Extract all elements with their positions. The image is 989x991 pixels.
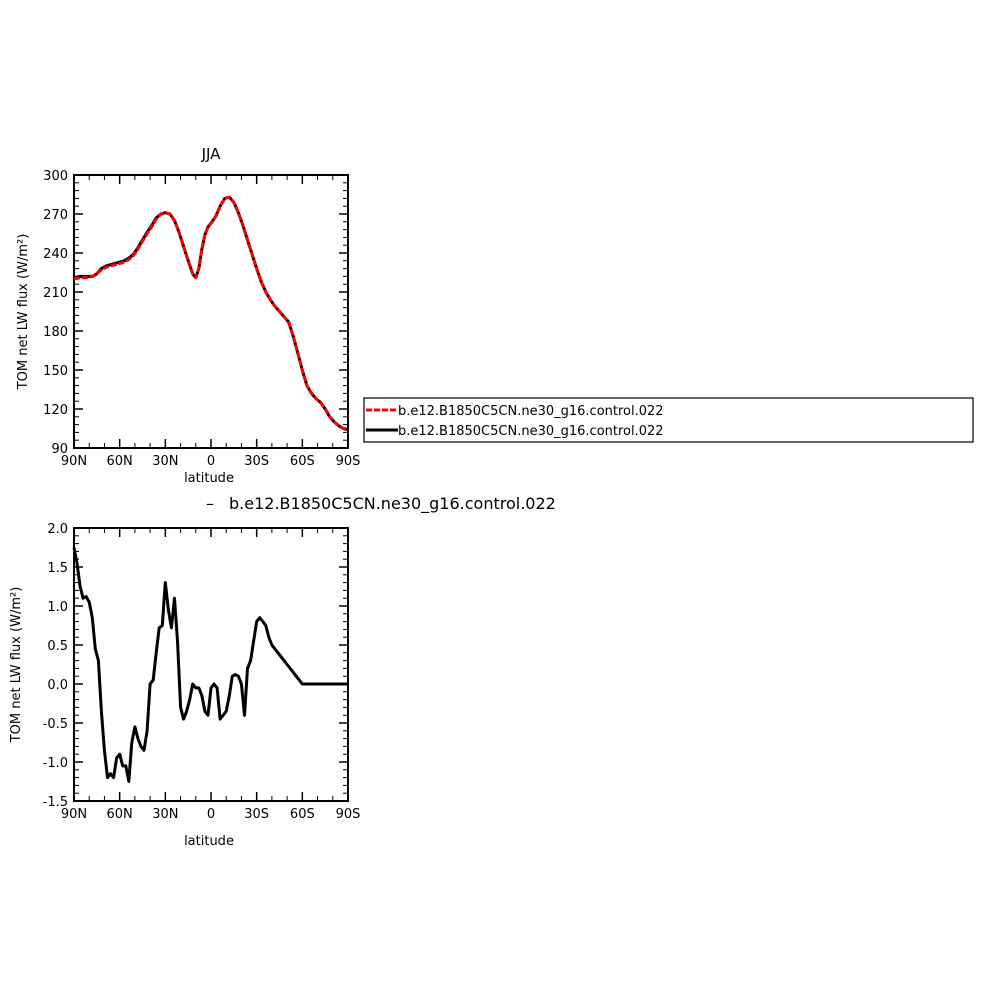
bottom-xtick-label: 90N [61, 807, 87, 822]
top-panel-title: JJA [201, 145, 222, 163]
bottom-y-axis-label: TOM net LW flux (W/m²) [9, 587, 24, 744]
legend-box [363, 397, 974, 443]
bottom-xtick-label: 30S [244, 807, 269, 822]
bottom-panel: – b.e12.B1850C5CN.ne30_g16.control.022 9… [9, 494, 556, 849]
top-ytick-label: 210 [43, 286, 68, 301]
top-series-line-0 [73, 195, 349, 432]
top-xtick-label: 90N [61, 454, 87, 469]
bottom-ytick-label: 0.0 [47, 678, 68, 693]
top-xtick-label: 0 [207, 454, 215, 469]
bottom-ytick-label: -1.0 [43, 756, 68, 771]
bottom-xtick-label: 90S [336, 807, 361, 822]
bottom-series-line-0 [72, 547, 348, 783]
bottom-xtick-label: 0 [207, 807, 215, 822]
top-xtick-label: 30N [152, 454, 178, 469]
top-ytick-label: 300 [43, 169, 68, 184]
bottom-x-axis-label: latitude [184, 834, 234, 849]
legend-entry-black: b.e12.B1850C5CN.ne30_g16.control.022 [398, 424, 664, 439]
top-xtick-label: 90S [336, 454, 361, 469]
bottom-plot-area: 90N 60N 30N 0 30S 60S 90S -1.5 -1.0 -0.5 0.0 0.5 1.0… [43, 522, 361, 822]
top-ytick-label: 240 [43, 247, 68, 262]
bottom-ytick-label: 1.5 [47, 561, 68, 576]
top-y-axis-label: TOM net LW flux (W/m²) [16, 234, 31, 391]
top-series-line-1 [73, 195, 349, 432]
top-xtick-label: 30S [244, 454, 269, 469]
legend-entry-red: b.e12.B1850C5CN.ne30_g16.control.022 [398, 404, 664, 419]
bottom-xtick-label: 60N [107, 807, 133, 822]
top-ytick-label: 150 [43, 364, 68, 379]
bottom-ytick-label: 2.0 [47, 522, 68, 537]
bottom-ytick-label: 0.5 [47, 639, 68, 654]
top-frame [73, 174, 349, 449]
top-ytick-label: 90 [51, 442, 68, 457]
top-ytick-label: 270 [43, 208, 68, 223]
bottom-panel-title: b.e12.B1850C5CN.ne30_g16.control.022 [229, 494, 556, 514]
top-ytick-label: 180 [43, 325, 68, 340]
top-panel: JJA 90N 60N 30N 0 30S 60S 90S 90 120 150 180 210 240… [16, 145, 360, 486]
top-x-axis-label: latitude [184, 471, 234, 486]
bottom-xtick-label: 30N [152, 807, 178, 822]
top-xtick-label: 60S [290, 454, 315, 469]
top-xtick-label: 60N [107, 454, 133, 469]
bottom-ytick-label: 1.0 [47, 600, 68, 615]
top-plot-area: 90N 60N 30N 0 30S 60S 90S 90 120 150 180 210 240 270 3… [43, 169, 360, 469]
bottom-panel-title-dash: – [206, 494, 214, 513]
bottom-xtick-label: 60S [290, 807, 315, 822]
bottom-ytick-label: -1.5 [43, 795, 68, 810]
top-ytick-label: 120 [43, 403, 68, 418]
legend: b.e12.B1850C5CN.ne30_g16.control.022 b.e… [363, 397, 974, 443]
bottom-ytick-label: -0.5 [43, 717, 68, 732]
